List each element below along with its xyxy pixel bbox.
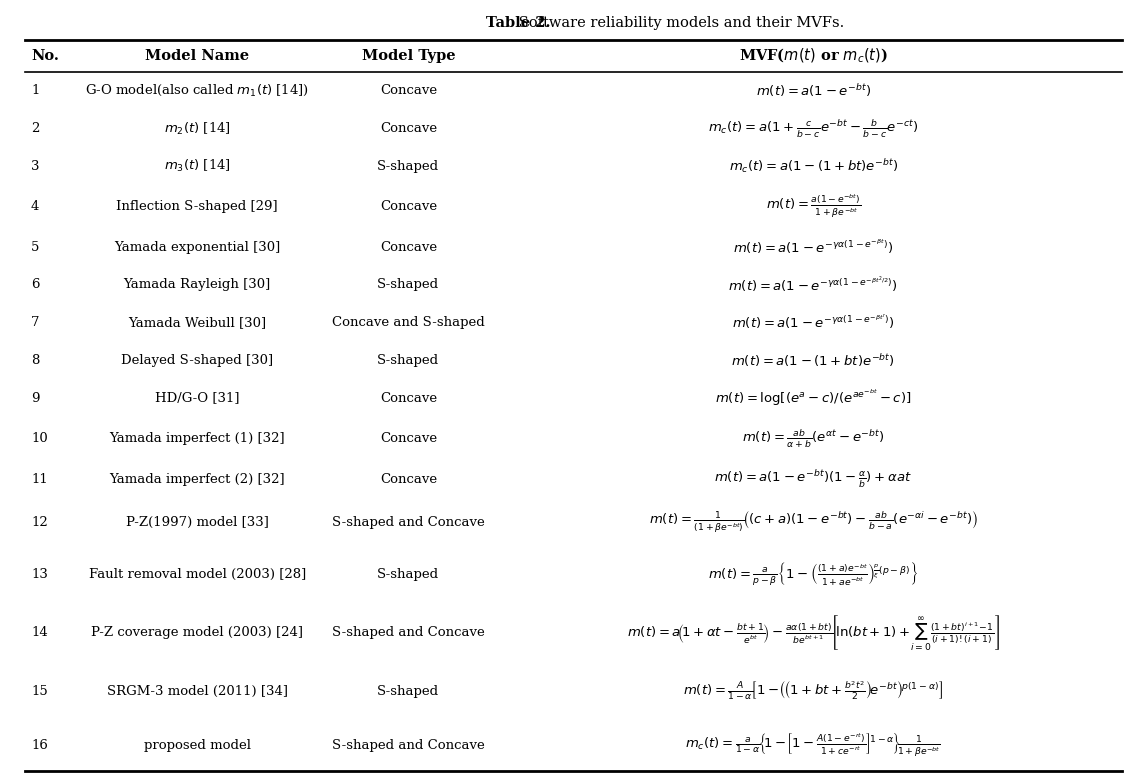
Text: S-shaped: S-shaped [377,568,439,581]
Text: Software reliability models and their MVFs.: Software reliability models and their MV… [0,16,331,30]
Text: $\mathit{m}(t) = a\!\left(\!1+\alpha t - \frac{bt+1}{e^{bt}}\!\right) - \frac{a\: $\mathit{m}(t) = a\!\left(\!1+\alpha t -… [627,613,1000,652]
Text: S-shaped and Concave: S-shaped and Concave [332,516,484,529]
Text: Concave: Concave [380,84,437,98]
Text: No.: No. [31,49,59,63]
Text: 13: 13 [31,568,48,581]
Text: HD/G-O [31]: HD/G-O [31] [155,391,239,405]
Text: $\mathit{m}_2(t)$ [14]: $\mathit{m}_2(t)$ [14] [164,120,230,137]
Text: Concave: Concave [380,432,437,445]
Text: $\mathit{m}_c(t) = \frac{a}{1-\alpha}\!\left\{\!1 - \!\left[1 - \frac{A(1-e^{-rt: $\mathit{m}_c(t) = \frac{a}{1-\alpha}\!\… [685,732,940,759]
Text: $\mathit{m}(t) = \frac{A}{1-\alpha}\!\left[1 - \!\left(\!\left(1+bt+\frac{b^2t^2: $\mathit{m}(t) = \frac{A}{1-\alpha}\!\le… [683,680,943,702]
Text: S-shaped: S-shaped [377,160,439,173]
Text: $\mathit{m}_c(t) = a(1 + \frac{c}{b-c}e^{-bt} - \frac{b}{b-c}e^{-ct})$: $\mathit{m}_c(t) = a(1 + \frac{c}{b-c}e^… [708,117,919,140]
Text: 4: 4 [31,200,40,213]
Text: Model Type: Model Type [361,49,455,63]
Text: Concave: Concave [380,473,437,486]
Text: $\mathit{m}(t) = a(1 - (1+bt)e^{-bt})$: $\mathit{m}(t) = a(1 - (1+bt)e^{-bt})$ [732,352,895,369]
Text: $\mathit{m}(t) = \frac{a(1-e^{-bt})}{1+\beta e^{-bt}}$: $\mathit{m}(t) = \frac{a(1-e^{-bt})}{1+\… [765,193,861,220]
Text: 10: 10 [31,432,48,445]
Text: $\mathit{m}(t) = a(1 - e^{-\gamma\alpha(1-e^{-\beta t})})$: $\mathit{m}(t) = a(1 - e^{-\gamma\alpha(… [733,238,894,256]
Text: MVF($\mathit{m}(t)$ or $\mathit{m}_c(t)$): MVF($\mathit{m}(t)$ or $\mathit{m}_c(t)$… [739,47,888,65]
Text: Concave: Concave [380,122,437,135]
Text: 2: 2 [31,122,40,135]
Text: Concave: Concave [380,391,437,405]
Text: S-shaped: S-shaped [377,279,439,291]
Text: $\mathit{m}_3(t)$ [14]: $\mathit{m}_3(t)$ [14] [164,159,230,174]
Text: Model Name: Model Name [145,49,250,63]
Text: Concave: Concave [380,241,437,254]
Text: 12: 12 [31,516,48,529]
Text: S-shaped and Concave: S-shaped and Concave [332,739,484,752]
Text: 8: 8 [31,354,40,367]
Text: Yamada imperfect (2) [32]: Yamada imperfect (2) [32] [109,473,285,486]
Text: $\mathit{m}(t) = a(1 - e^{-bt})$: $\mathit{m}(t) = a(1 - e^{-bt})$ [756,82,871,99]
Text: 11: 11 [31,473,48,486]
Text: G-O model(also called $\mathit{m}_1(t)$ [14]): G-O model(also called $\mathit{m}_1(t)$ … [86,84,309,98]
Text: proposed model: proposed model [144,739,251,752]
Text: Fault removal model (2003) [28]: Fault removal model (2003) [28] [89,568,306,581]
Text: S-shaped: S-shaped [377,684,439,697]
Text: 7: 7 [31,316,40,329]
Text: $\mathit{m}(t) = a(1 - e^{-\gamma\alpha(1-e^{-\beta t^r})})$: $\mathit{m}(t) = a(1 - e^{-\gamma\alpha(… [732,313,895,332]
Text: Yamada Rayleigh [30]: Yamada Rayleigh [30] [123,279,271,291]
Text: 14: 14 [31,626,48,639]
Text: Table 2.: Table 2. [486,16,551,30]
Text: 1: 1 [31,84,40,98]
Text: $\mathit{m}(t) = \frac{1}{(1+\beta e^{-bt})}\!\left((c+a)(1-e^{-bt}) - \frac{ab}: $\mathit{m}(t) = \frac{1}{(1+\beta e^{-b… [649,510,978,535]
Text: $\mathit{m}(t) = a(1-e^{-bt})(1 - \frac{\alpha}{b}) + \alpha at$: $\mathit{m}(t) = a(1-e^{-bt})(1 - \frac{… [715,469,912,490]
Text: $\mathit{m}_c(t) = a(1 - (1+bt)e^{-bt})$: $\mathit{m}_c(t) = a(1 - (1+bt)e^{-bt})$ [728,157,898,175]
Text: 15: 15 [31,684,48,697]
Text: P-Z coverage model (2003) [24]: P-Z coverage model (2003) [24] [91,626,303,639]
Text: 5: 5 [31,241,40,254]
Text: Yamada exponential [30]: Yamada exponential [30] [114,241,280,254]
Text: Concave: Concave [380,200,437,213]
Text: $\mathit{m}(t) = \frac{a}{p-\beta}\left\{1 - \left(\frac{(1+a)e^{-bt}}{1+ae^{-bt: $\mathit{m}(t) = \frac{a}{p-\beta}\left\… [708,561,918,588]
Text: S-shaped: S-shaped [377,354,439,367]
Text: Inflection S-shaped [29]: Inflection S-shaped [29] [116,200,278,213]
Text: Yamada Weibull [30]: Yamada Weibull [30] [128,316,267,329]
Text: Table 2.: Table 2. [0,16,65,30]
Text: Delayed S-shaped [30]: Delayed S-shaped [30] [121,354,274,367]
Text: $\mathit{m}(t) = a(1 - e^{-\gamma\alpha(1-e^{-\beta t^2/2})})$: $\mathit{m}(t) = a(1 - e^{-\gamma\alpha(… [728,275,898,295]
Text: Yamada imperfect (1) [32]: Yamada imperfect (1) [32] [109,432,285,445]
Text: SRGM-3 model (2011) [34]: SRGM-3 model (2011) [34] [107,684,287,697]
Text: Software reliability models and their MVFs.: Software reliability models and their MV… [514,16,845,30]
Text: 9: 9 [31,391,40,405]
Text: S-shaped and Concave: S-shaped and Concave [332,626,484,639]
Text: P-Z(1997) model [33]: P-Z(1997) model [33] [125,516,269,529]
Text: 16: 16 [31,739,48,752]
Text: $\mathit{m}(t) = \log[(e^{a} - c)/(e^{ae^{-bt}} - c)]$: $\mathit{m}(t) = \log[(e^{a} - c)/(e^{ae… [715,388,911,408]
Text: $\mathit{m}(t) = \frac{ab}{\alpha+b}(e^{\alpha t} - e^{-bt})$: $\mathit{m}(t) = \frac{ab}{\alpha+b}(e^{… [742,427,885,450]
Text: 3: 3 [31,160,40,173]
Text: 6: 6 [31,279,40,291]
Text: Concave and S-shaped: Concave and S-shaped [332,316,484,329]
